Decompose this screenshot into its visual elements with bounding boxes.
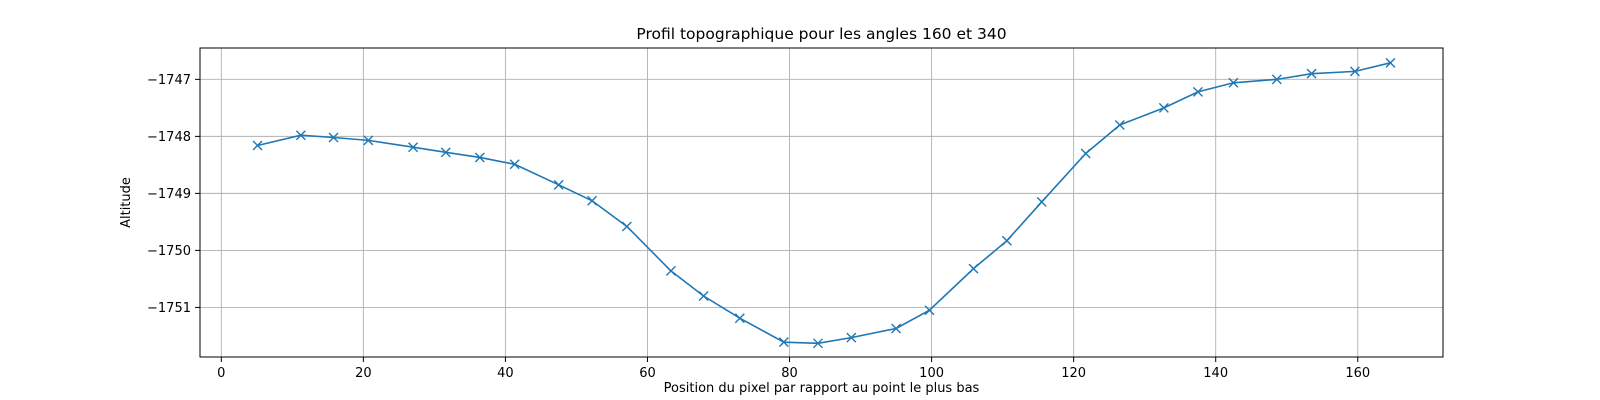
data-point-marker (1114, 119, 1125, 130)
y-tick-label: −1748 (147, 130, 191, 145)
series (252, 57, 1396, 349)
data-point-marker (440, 147, 451, 158)
data-point-marker (1349, 66, 1360, 77)
x-tick-label: 160 (1345, 366, 1370, 381)
grid (200, 48, 1443, 357)
x-tick-label: 0 (217, 366, 225, 381)
data-point-marker (698, 291, 709, 301)
data-point-marker (968, 263, 979, 274)
x-tick-label: 60 (639, 366, 656, 381)
data-point-marker (408, 142, 419, 153)
y-tick-label: −1747 (147, 73, 191, 88)
x-tick-label: 20 (355, 366, 372, 381)
y-axis-label: Altitude (119, 177, 134, 228)
data-point-marker (509, 159, 520, 170)
chart-title: Profil topographique pour les angles 160… (636, 25, 1006, 43)
axis-ticks: 0 20 40 60 80 100 120 140 160 −1751 −1750 −1749 −174… (147, 73, 1370, 381)
data-point-marker (734, 313, 745, 324)
data-point-marker (553, 179, 564, 190)
data-point-marker (1158, 102, 1169, 113)
plot-frame (199, 47, 1444, 358)
data-point-marker (252, 140, 263, 151)
y-tick-label: −1749 (147, 187, 191, 202)
data-point-marker (778, 337, 789, 348)
data-point-marker (846, 332, 857, 343)
data-point-marker (1080, 148, 1091, 159)
data-point-marker (1385, 57, 1396, 68)
data-point-marker (1192, 86, 1203, 97)
data-point-marker (295, 130, 306, 141)
x-tick-label: 40 (497, 366, 514, 381)
x-tick-label: 120 (1061, 366, 1086, 381)
data-point-marker (363, 135, 374, 146)
data-point-marker (891, 323, 902, 334)
data-point-marker (1306, 68, 1317, 79)
data-point-marker (665, 265, 676, 276)
y-tick-label: −1751 (147, 301, 191, 316)
data-point-marker (587, 195, 598, 206)
data-point-marker (1036, 196, 1047, 207)
data-point-marker (328, 132, 339, 143)
x-tick-label: 80 (781, 366, 798, 381)
y-tick-label: −1750 (147, 244, 191, 259)
data-point-marker (1271, 74, 1282, 85)
x-tick-label: 140 (1203, 366, 1228, 381)
x-tick-label: 100 (919, 366, 944, 381)
data-point-marker (1228, 77, 1239, 88)
data-point-marker (924, 305, 935, 316)
data-point-marker (621, 221, 632, 232)
data-point-marker (812, 338, 823, 349)
data-point-marker (474, 152, 485, 163)
data-point-marker (1001, 235, 1012, 246)
x-axis-label: Position du pixel par rapport au point l… (664, 381, 980, 396)
